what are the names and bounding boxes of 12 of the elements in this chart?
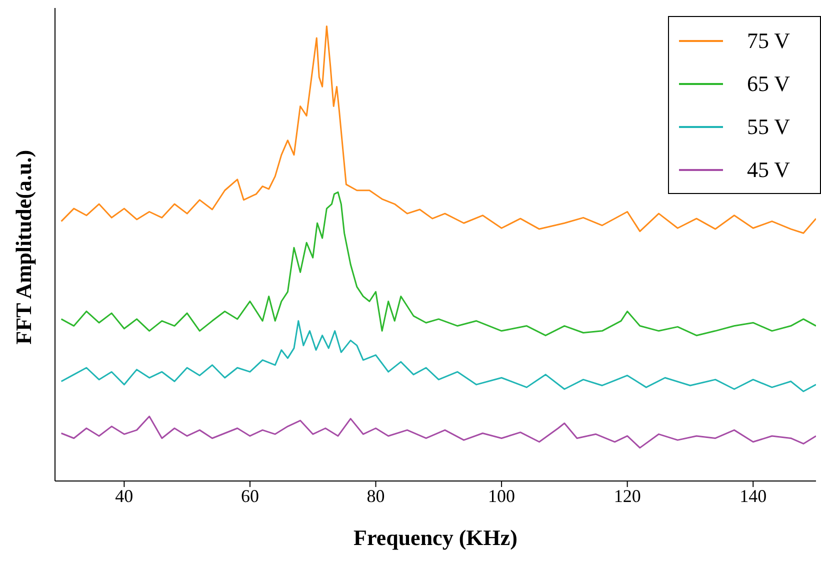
legend-label: 75 V [747, 28, 790, 54]
x-tick-label: 120 [614, 486, 641, 506]
legend-label: 55 V [747, 114, 790, 140]
x-tick-label: 140 [740, 486, 767, 506]
legend-label: 65 V [747, 70, 790, 96]
legend-label: 45 V [747, 156, 790, 182]
x-tick-label: 60 [240, 486, 259, 506]
y-axis-title: FFT Amplitude(a.u.) [10, 150, 36, 344]
x-tick-label: 80 [366, 486, 385, 506]
x-tick-label: 100 [488, 486, 516, 506]
x-tick-label: 40 [115, 486, 134, 506]
x-axis-title: Frequency (KHz) [354, 525, 518, 550]
